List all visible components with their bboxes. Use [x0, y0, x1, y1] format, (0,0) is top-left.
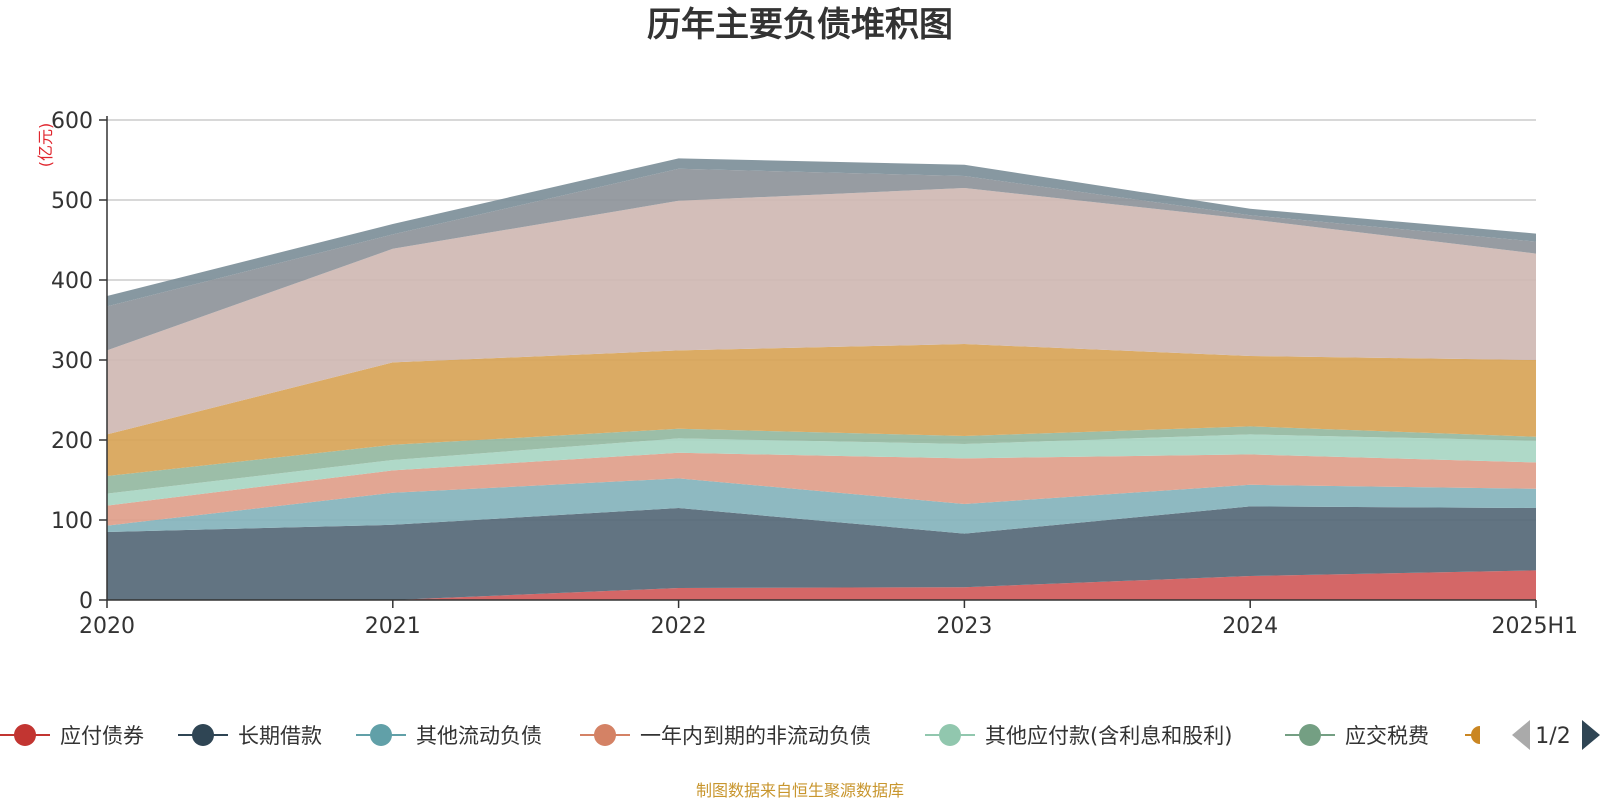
legend-page-indicator: 1/2 — [1535, 724, 1570, 749]
y-tick-label: 200 — [51, 429, 93, 454]
legend-label: 一年内到期的非流动负债 — [640, 724, 871, 748]
area-3 — [107, 452, 1536, 526]
area-9 — [107, 158, 1536, 307]
y-tick-label: 400 — [51, 269, 93, 294]
legend-item-partial — [1465, 726, 1480, 744]
y-axis-unit: (亿元) — [36, 123, 55, 168]
area-1 — [107, 506, 1536, 600]
legend-swatch-circle — [192, 724, 214, 746]
legend-label: 长期借款 — [238, 724, 322, 748]
legend: 应付债券 长期借款 其他流动负债 一年内到期的非流动负债 其他应付款(含利息和股利) 应交… — [0, 724, 1480, 748]
legend-swatch-circle — [370, 724, 392, 746]
legend-swatch-circle — [1299, 724, 1321, 746]
legend-swatch-circle — [1471, 726, 1480, 744]
x-tick-label: 2023 — [936, 614, 992, 639]
x-tick-label: 2020 — [79, 614, 135, 639]
legend-label: 应付债券 — [60, 724, 144, 748]
x-tick-label: 2025H1 — [1491, 614, 1578, 639]
area-5 — [107, 426, 1536, 494]
x-tick-label: 2021 — [365, 614, 421, 639]
legend-prev-icon[interactable] — [1512, 720, 1530, 750]
legend-label: 其他应付款(含利息和股利) — [985, 724, 1232, 748]
legend-swatch-circle — [939, 724, 961, 746]
area-7 — [107, 188, 1536, 435]
area-6 — [107, 344, 1536, 476]
legend-item[interactable]: 其他流动负债 — [356, 724, 542, 748]
y-tick-label: 600 — [51, 109, 93, 134]
y-tick-label: 100 — [51, 509, 93, 534]
x-tick-label: 2022 — [651, 614, 707, 639]
legend-next-icon[interactable] — [1582, 720, 1600, 750]
chart-title: 历年主要负债堆积图 — [647, 5, 953, 45]
source-note: 制图数据来自恒生聚源数据库 — [696, 781, 904, 800]
legend-item[interactable]: 应交税费 — [1285, 724, 1429, 748]
y-axis-ticks: 0 100 200 300 400 500 600 — [51, 109, 107, 614]
legend-swatch-circle — [14, 724, 36, 746]
area-4 — [107, 434, 1536, 506]
y-tick-label: 500 — [51, 189, 93, 214]
legend-label: 其他流动负债 — [416, 724, 542, 748]
x-axis-ticks: 2020 2021 2022 2023 2024 2025H1 — [79, 600, 1578, 639]
legend-item[interactable]: 应付债券 — [0, 724, 144, 748]
x-tick-label: 2024 — [1222, 614, 1278, 639]
y-tick-label: 0 — [79, 589, 93, 614]
area-2 — [107, 478, 1536, 534]
area-0 — [107, 570, 1536, 600]
legend-item[interactable]: 其他应付款(含利息和股利) — [925, 724, 1232, 748]
area-series — [107, 158, 1536, 600]
legend-pager: 1/2 — [1512, 720, 1600, 750]
y-tick-label: 300 — [51, 349, 93, 374]
legend-item[interactable]: 一年内到期的非流动负债 — [580, 724, 871, 748]
legend-item[interactable]: 长期借款 — [178, 724, 322, 748]
legend-label: 应交税费 — [1345, 724, 1429, 748]
legend-swatch-circle — [594, 724, 616, 746]
